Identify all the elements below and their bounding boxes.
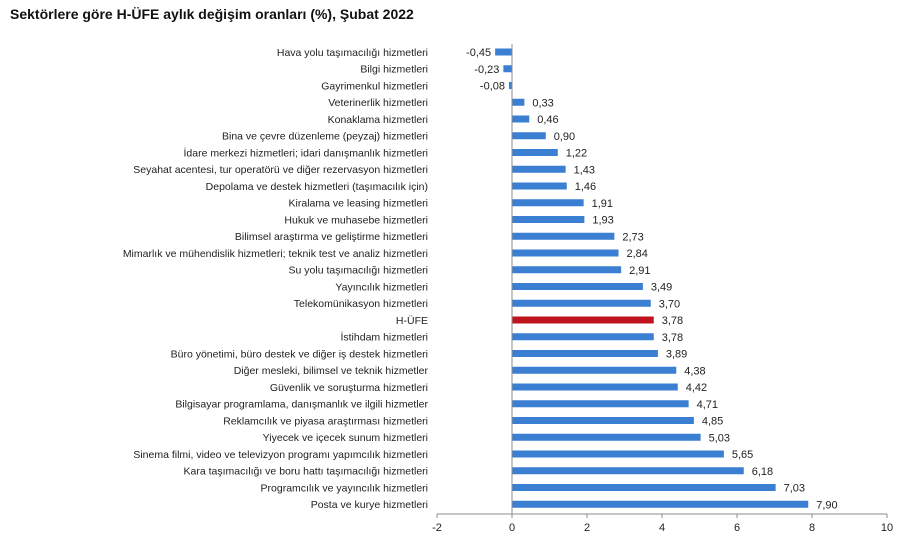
bar (512, 283, 643, 290)
labels-group: Hava yolu taşımacılığı hizmetleri -0,45 Bi… (123, 47, 838, 511)
bar (512, 132, 546, 140)
x-tick-label: 4 (659, 522, 665, 534)
value-label: 7,90 (816, 499, 837, 511)
value-label: 7,03 (784, 483, 805, 495)
bar (512, 299, 651, 307)
value-label: 5,03 (709, 432, 730, 444)
bar (512, 232, 615, 240)
bar (495, 48, 513, 56)
x-tick-label: 6 (734, 522, 740, 534)
bar (512, 165, 566, 173)
bar (512, 266, 622, 274)
value-label: -0,45 (466, 47, 491, 59)
category-label: Bilimsel araştırma ve geliştirme hizmetl… (235, 231, 428, 243)
category-label: İdare merkezi hizmetleri; idari danışman… (184, 146, 429, 159)
category-label: Yayıncılık hizmetleri (335, 281, 428, 293)
chart-title: Sektörlere göre H-ÜFE aylık değişim oran… (10, 6, 414, 22)
value-label: 3,78 (662, 332, 683, 344)
bar (512, 433, 701, 441)
bar (512, 383, 678, 391)
category-label: Depolama ve destek hizmetleri (taşımacıl… (206, 181, 428, 193)
bar (512, 98, 525, 106)
bar (512, 149, 558, 156)
category-label: Seyahat acentesi, tur operatörü ve diğer… (133, 164, 428, 176)
x-tick-label: 10 (881, 522, 893, 534)
value-label: 1,43 (574, 164, 595, 176)
bar (512, 182, 567, 190)
bar (512, 484, 776, 491)
value-label: -0,23 (474, 64, 499, 76)
value-label: 0,46 (537, 114, 558, 126)
category-label: Posta ve kurye hizmetleri (311, 499, 428, 511)
bar (512, 417, 694, 424)
bar (512, 500, 809, 508)
bar (512, 400, 689, 408)
category-label: H-ÜFE (396, 315, 428, 327)
bar-highlight (512, 316, 654, 324)
value-label: 4,71 (697, 399, 718, 411)
category-label: Diğer mesleki, bilimsel ve teknik hizmet… (234, 365, 429, 377)
category-label: Bilgi hizmetleri (360, 64, 428, 76)
value-label: 4,85 (702, 416, 723, 428)
value-label: 1,22 (566, 148, 587, 160)
category-label: Kiralama ve leasing hizmetleri (289, 198, 428, 210)
category-label: Bilgisayar programlama, danışmanlık ve i… (175, 399, 428, 411)
category-label: Konaklama hizmetleri (328, 114, 428, 126)
bar (503, 65, 513, 73)
category-label: Güvenlik ve soruşturma hizmetleri (270, 382, 428, 394)
category-label: Programcılık ve yayıncılık hizmetleri (261, 482, 428, 494)
category-label: Yiyecek ve içecek sunum hizmetleri (263, 432, 428, 444)
x-tick-label: 8 (809, 522, 815, 534)
value-label: 1,93 (592, 215, 613, 227)
value-label: 3,49 (651, 282, 672, 294)
category-label: Telekomünikasyon hizmetleri (294, 298, 428, 310)
category-label: Hava yolu taşımacılığı hizmetleri (277, 47, 428, 59)
value-label: 5,65 (732, 449, 753, 461)
bars-group (495, 48, 809, 508)
bar (512, 450, 724, 458)
bar (509, 82, 512, 89)
value-label: 4,38 (684, 365, 705, 377)
category-label: Kara taşımacılığı ve boru hattı taşımacı… (183, 466, 428, 478)
value-label: 6,18 (752, 466, 773, 478)
category-label: Su yolu taşımacılığı hizmetleri (289, 265, 428, 277)
bar (512, 249, 619, 257)
value-label: 2,91 (629, 265, 650, 277)
value-label: 1,46 (575, 181, 596, 193)
value-label: 2,73 (622, 231, 643, 243)
category-label: Sinema filmi, video ve televizyon progra… (133, 449, 428, 461)
bar (512, 366, 677, 374)
bar (512, 199, 584, 207)
value-label: 4,42 (686, 382, 707, 394)
bar (512, 350, 658, 357)
value-label: 3,78 (662, 315, 683, 327)
bar (512, 216, 585, 223)
category-label: Veterinerlik hizmetleri (328, 97, 428, 109)
category-label: Hukuk ve muhasebe hizmetleri (284, 214, 428, 226)
category-label: Mimarlık ve mühendislik hizmetleri; tekn… (123, 248, 428, 260)
category-label: Gayrimenkul hizmetleri (321, 80, 428, 92)
x-tick-label: 2 (584, 522, 590, 534)
bar (512, 467, 744, 475)
category-label: İstihdam hizmetleri (340, 331, 428, 344)
value-label: 2,84 (627, 248, 648, 260)
x-tick-label: 0 (509, 522, 515, 534)
value-label: -0,08 (480, 81, 505, 93)
value-label: 1,91 (592, 198, 613, 210)
category-label: Bina ve çevre düzenleme (peyzaj) hizmetl… (222, 131, 428, 143)
category-label: Reklamcılık ve piyasa araştırması hizmet… (223, 415, 428, 427)
bar (512, 333, 654, 341)
value-label: 3,89 (666, 349, 687, 361)
bar (512, 115, 530, 123)
value-label: 0,33 (532, 97, 553, 109)
value-label: 3,70 (659, 298, 680, 310)
x-tick-label: -2 (432, 522, 442, 534)
category-label: Büro yönetimi, büro destek ve diğer iş d… (171, 348, 428, 360)
axes-group: -2 0 2 4 6 8 10 (432, 44, 893, 534)
value-label: 0,90 (554, 131, 575, 143)
